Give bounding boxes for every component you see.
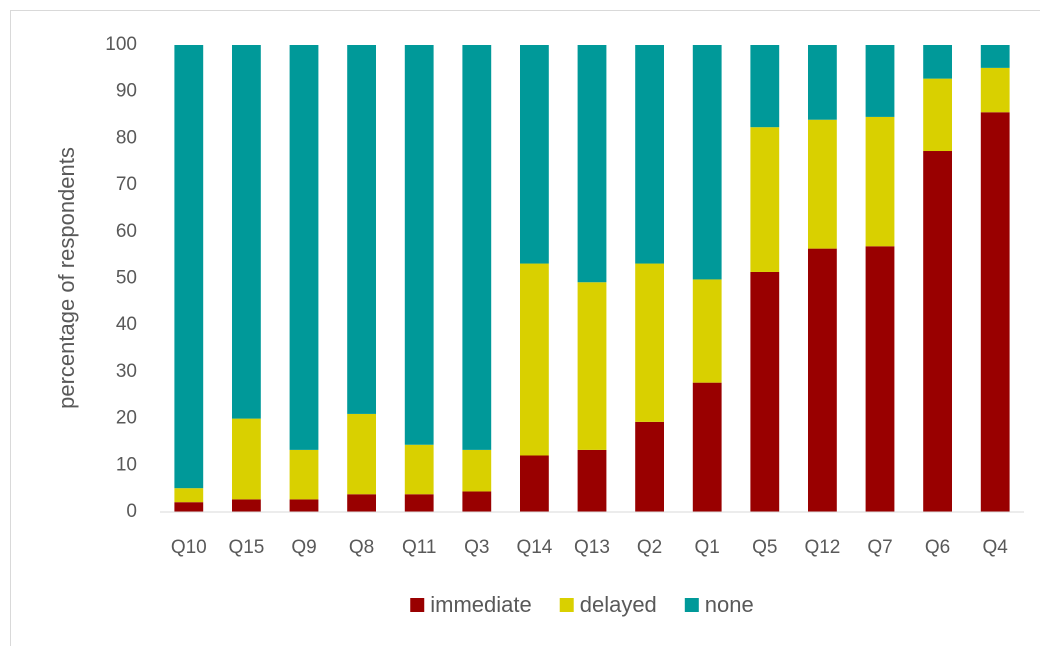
bar-segment [577, 282, 607, 450]
x-tick-label: Q6 [925, 537, 950, 558]
bar-segment [865, 45, 895, 117]
bar-segment [750, 127, 780, 272]
bar-segment [980, 45, 1010, 68]
bar-segment [635, 263, 664, 422]
bar-segment [980, 67, 1010, 113]
bar-segment [750, 45, 780, 128]
bar-segment [404, 444, 434, 495]
y-tick-label: 50 [116, 268, 137, 289]
bar-segment [289, 499, 319, 512]
bar-segment [865, 116, 895, 247]
x-tick-label: Q5 [752, 537, 777, 558]
bar-segment [635, 421, 664, 512]
bar-segment [174, 502, 204, 512]
x-tick-label: Q14 [516, 537, 552, 558]
y-tick-label: 40 [116, 314, 137, 335]
y-tick-label: 30 [116, 361, 137, 382]
bar-segment [692, 45, 722, 280]
bar-segment [865, 246, 895, 513]
bar-segment [577, 449, 607, 512]
x-tick-label: Q1 [695, 537, 720, 558]
bar-segment [577, 45, 607, 283]
x-tick-label: Q2 [637, 537, 662, 558]
bar-segment [174, 488, 204, 503]
y-tick-label: 20 [116, 408, 137, 429]
legend-swatch [410, 598, 425, 612]
bar-segment [232, 45, 261, 419]
bar-segment [289, 449, 319, 500]
x-tick-label: Q10 [171, 537, 207, 558]
x-tick-label: Q8 [349, 537, 374, 558]
y-axis-title: percentage of respondents [54, 147, 79, 409]
x-tick-label: Q12 [804, 537, 840, 558]
bar-segment [692, 279, 722, 383]
bar-segment [980, 112, 1010, 513]
bar-segment [635, 45, 664, 264]
y-tick-label: 90 [116, 81, 137, 102]
bar-segment [520, 455, 549, 512]
bar-segment [404, 45, 434, 445]
bar-segment [462, 491, 492, 512]
x-tick-label: Q15 [228, 537, 264, 558]
bar-segment [923, 151, 952, 512]
legend-swatch [559, 598, 574, 612]
bar-segment [462, 45, 492, 450]
bar-segment [289, 45, 319, 450]
bar-segment [923, 78, 952, 152]
bar-segment [520, 263, 549, 456]
legend-label: none [705, 592, 754, 617]
bar-segment [923, 45, 952, 79]
legend-swatch [684, 598, 699, 612]
bar-segment [808, 45, 837, 120]
bar-segment [808, 119, 837, 249]
x-tick-label: Q7 [867, 537, 892, 558]
bar-segment [808, 248, 837, 512]
x-tick-label: Q11 [402, 537, 437, 558]
bar-segment [692, 382, 722, 512]
bar-segment [520, 45, 549, 264]
x-tick-label: Q4 [983, 537, 1009, 558]
legend-label: immediate [430, 592, 531, 617]
bar-segment [347, 494, 376, 512]
bar-segment [750, 271, 780, 512]
x-tick-label: Q13 [574, 537, 610, 558]
x-tick-label: Q3 [464, 537, 489, 558]
bar-segment [232, 499, 261, 512]
y-tick-label: 70 [116, 174, 137, 195]
chart-border [10, 10, 1040, 646]
bar-segment [174, 45, 204, 489]
y-tick-label: 0 [126, 501, 137, 522]
y-tick-label: 80 [116, 127, 137, 148]
bar-segment [232, 418, 261, 500]
y-tick-label: 60 [116, 221, 137, 242]
y-tick-label: 10 [116, 454, 137, 475]
bar-segment [347, 45, 376, 414]
legend-label: delayed [580, 592, 657, 617]
bar-segment [347, 413, 376, 495]
x-tick-label: Q9 [291, 537, 316, 558]
bar-segment [462, 449, 492, 492]
y-tick-label: 100 [105, 34, 137, 55]
bar-segment [404, 494, 434, 512]
